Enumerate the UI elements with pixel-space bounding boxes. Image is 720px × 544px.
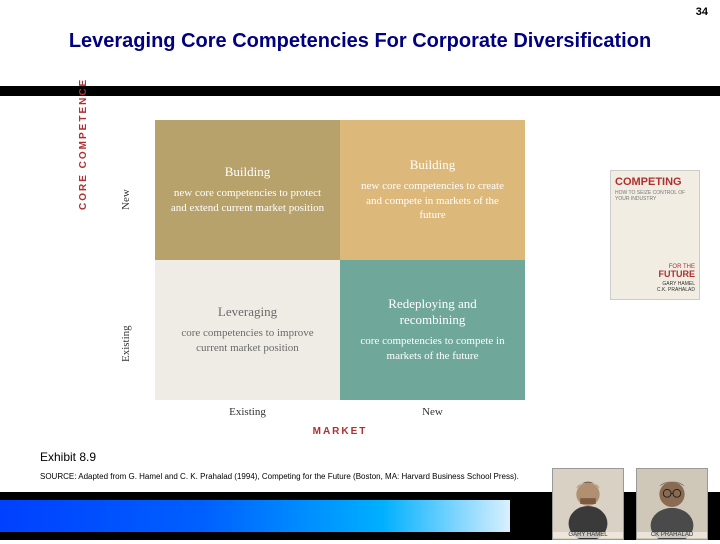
y-axis-label: CORE COMPETENCE	[78, 78, 89, 210]
portrait-hamel: GARY HAMEL	[552, 468, 624, 540]
competency-matrix: Building new core competencies to protec…	[155, 120, 525, 400]
exhibit-label: Exhibit 8.9	[40, 450, 96, 464]
book-cover: COMPETING HOW TO SEIZE CONTROL OF YOUR I…	[610, 170, 700, 300]
source-citation: SOURCE: Adapted from G. Hamel and C. K. …	[40, 472, 560, 482]
quadrant-body: core competencies to improve current mar…	[169, 326, 326, 356]
portrait-caption: CK PRAHALAD	[637, 532, 707, 538]
quadrant-body: new core competencies to create and comp…	[354, 179, 511, 224]
quadrant-existing-new: Redeploying and recombining core compete…	[340, 260, 525, 400]
book-subtitle: HOW TO SEIZE CONTROL OF YOUR INDUSTRY	[615, 190, 695, 202]
y-tick-existing: Existing	[120, 325, 132, 362]
quadrant-body: new core competencies to protect and ext…	[169, 186, 326, 216]
quadrant-heading: Redeploying and recombining	[354, 296, 511, 328]
quadrant-heading: Building	[410, 157, 456, 173]
page-title: Leveraging Core Competencies For Corpora…	[0, 30, 720, 53]
quadrant-heading: Leveraging	[218, 304, 277, 320]
portrait-caption: GARY HAMEL	[553, 532, 623, 538]
portrait-prahalad: CK PRAHALAD	[636, 468, 708, 540]
quadrant-heading: Building	[225, 164, 271, 180]
divider-bar	[0, 86, 720, 96]
quadrant-new-new: Building new core competencies to create…	[340, 120, 525, 260]
book-title-bottom: FUTURE	[615, 270, 695, 279]
quadrant-new-existing: Building new core competencies to protec…	[155, 120, 340, 260]
x-tick-existing: Existing	[155, 406, 340, 418]
book-title-top: COMPETING	[615, 177, 695, 188]
page-number: 34	[696, 6, 708, 18]
book-authors: GARY HAMEL C.K. PRAHALAD	[615, 282, 695, 293]
x-tick-new: New	[340, 406, 525, 418]
quadrant-body: core competencies to compete in markets …	[354, 334, 511, 364]
y-tick-new: New	[120, 189, 132, 210]
x-axis-label: MARKET	[155, 426, 525, 437]
quadrant-existing-existing: Leveraging core competencies to improve …	[155, 260, 340, 400]
